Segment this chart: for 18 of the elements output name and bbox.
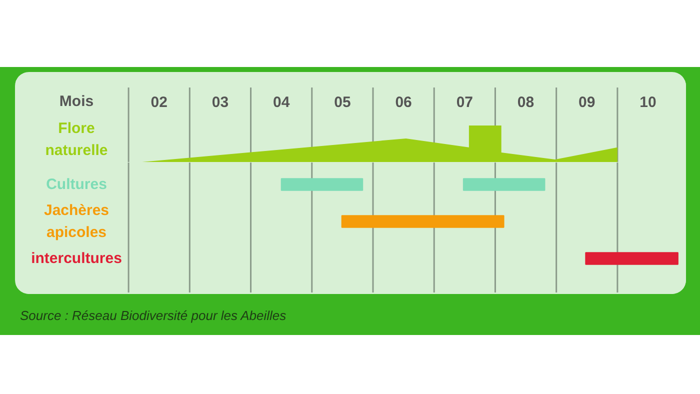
y-tick-label: Jachères apicoles (44, 202, 110, 242)
y-tick-label: Cultures (46, 176, 107, 193)
bar (585, 252, 678, 265)
x-tick-label: 05 (334, 94, 351, 111)
x-axis-title: Mois (59, 93, 94, 110)
x-tick-label: 10 (640, 94, 656, 111)
x-tick-label: 02 (150, 94, 168, 111)
x-tick-label: 09 (578, 94, 596, 111)
x-tick-label: 03 (212, 94, 229, 111)
source-note: Source : Réseau Biodiversité pour les Abeilles (20, 307, 286, 325)
x-tick-label: 08 (517, 94, 534, 111)
bar (462, 178, 546, 191)
y-tick-label: intercultures (31, 250, 122, 267)
x-tick-label: 04 (272, 94, 290, 111)
x-tick-label: 06 (395, 94, 412, 111)
bar (341, 215, 504, 228)
y-axis-title: Flore naturelle (45, 120, 108, 160)
x-tick-label: 07 (456, 94, 474, 111)
